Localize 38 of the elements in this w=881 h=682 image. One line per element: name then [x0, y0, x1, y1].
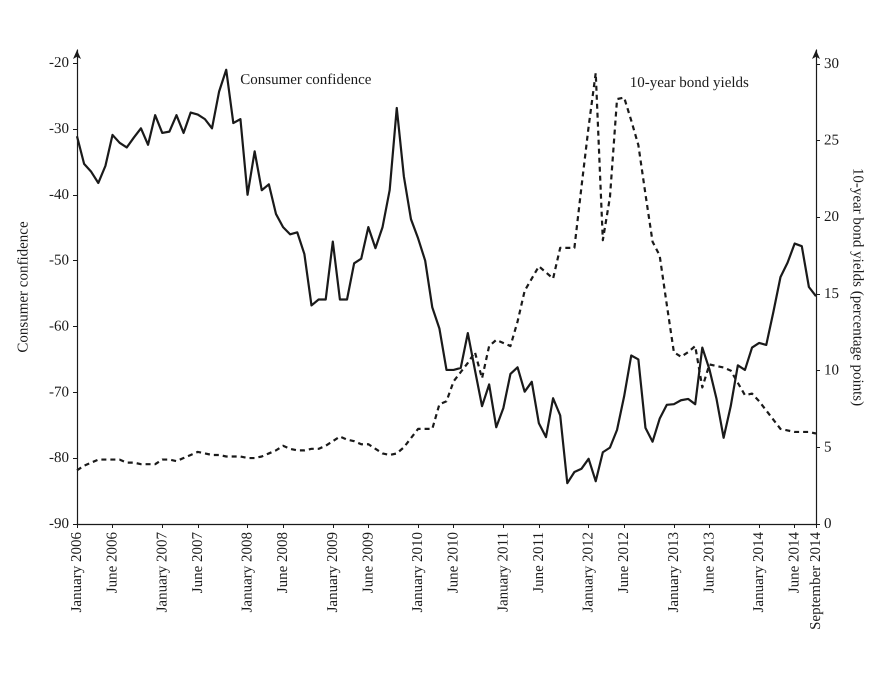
x-tick-label: June 2009 — [360, 532, 376, 594]
x-tick-label: January 2010 — [410, 532, 426, 612]
y2-tick-label: 5 — [824, 439, 832, 456]
x-tick-label: January 2006 — [69, 532, 85, 612]
y2-tick-label: 20 — [824, 209, 839, 226]
series-label: Consumer confidence — [240, 72, 372, 88]
y-tick-label: -70 — [49, 384, 69, 400]
y2-tick-label: 10 — [824, 362, 839, 379]
x-tick-label: January 2013 — [666, 532, 682, 612]
x-tick-label: June 2007 — [190, 532, 206, 594]
y-tick-label: -40 — [49, 186, 69, 203]
y-tick-label: -90 — [49, 516, 69, 532]
x-tick-label: June 2013 — [701, 532, 718, 594]
y2-tick-label: 15 — [824, 286, 839, 302]
y-tick-label: -80 — [49, 450, 69, 466]
x-tick-label: January 2009 — [324, 532, 341, 612]
x-tick-label: June 2008 — [275, 532, 292, 594]
x-tick-label: June 2010 — [446, 532, 462, 594]
x-tick-label: June 2014 — [786, 532, 803, 594]
x-tick-label: January 2007 — [154, 532, 170, 612]
y-axis-title: Consumer confidence — [16, 221, 32, 353]
series-label: 10-year bond yields — [630, 75, 750, 92]
y-tick-label: -50 — [49, 252, 69, 269]
x-tick-label: June 2012 — [616, 532, 632, 594]
x-tick-label: September 2014 — [808, 532, 824, 630]
x-tick-label: January 2014 — [751, 532, 768, 612]
x-tick-label: January 2008 — [240, 532, 256, 612]
x-tick-label: January 2011 — [495, 532, 512, 612]
y2-tick-label: 0 — [824, 516, 832, 532]
y2-tick-label: 30 — [824, 56, 839, 72]
y-tick-label: -30 — [49, 121, 69, 137]
x-tick-label: January 2012 — [580, 532, 597, 612]
y2-tick-label: 25 — [824, 132, 839, 149]
y2-axis-title: 10-year bond yields (percentage points) — [850, 168, 866, 406]
x-tick-label: June 2011 — [530, 532, 547, 593]
y-tick-label: -20 — [49, 55, 69, 72]
y-tick-label: -60 — [49, 318, 69, 334]
x-tick-label: June 2006 — [104, 532, 121, 594]
